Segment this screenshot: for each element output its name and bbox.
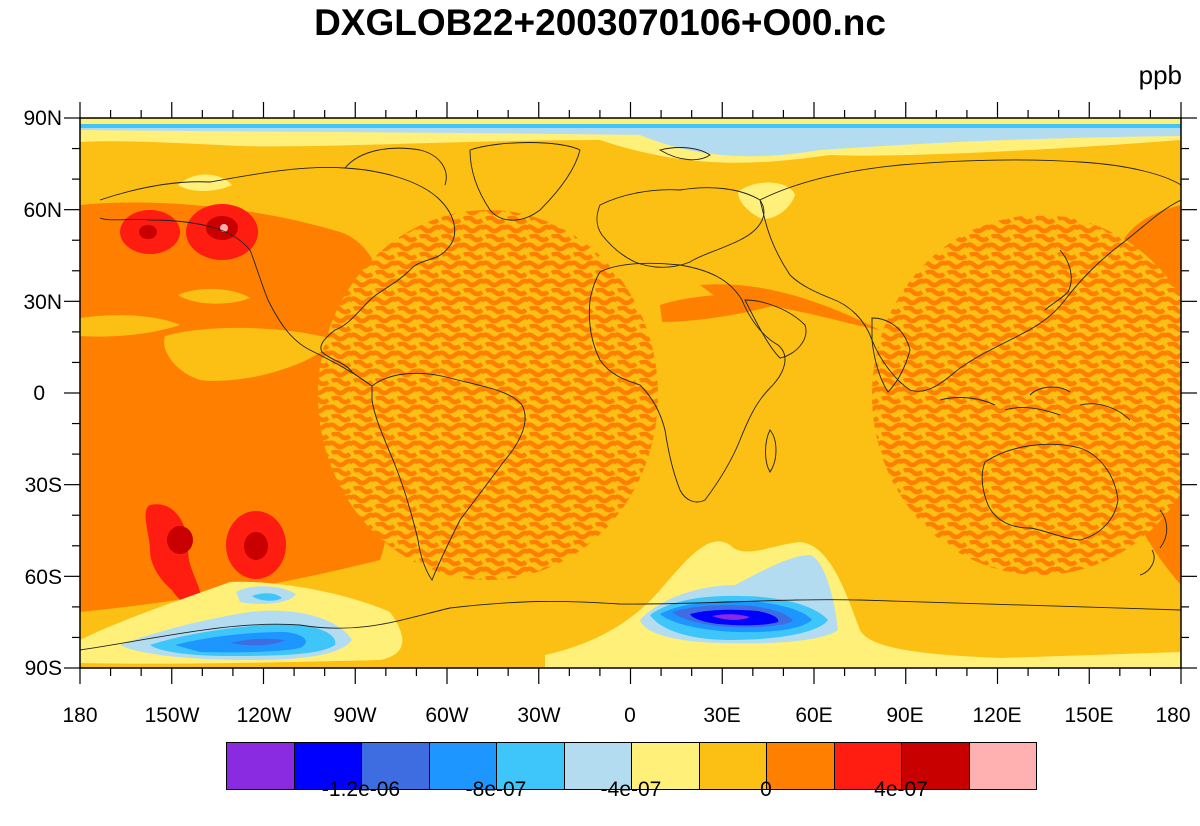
- lat-label-30n: 30N: [23, 291, 62, 314]
- lon-label-150w: 150W: [144, 704, 200, 727]
- colorbar: [226, 742, 1037, 792]
- lat-label-60s: 60S: [24, 566, 62, 589]
- colorbar-swatch: [901, 742, 970, 790]
- colorbar-swatch: [226, 742, 295, 790]
- lon-label-60w: 60W: [425, 704, 469, 727]
- lat-label-0: 0: [33, 382, 45, 405]
- lon-label-60e: 60E: [795, 704, 833, 727]
- lon-label-30e: 30E: [703, 704, 741, 727]
- lat-label-90n: 90N: [23, 107, 62, 130]
- colorbar-swatch: [698, 742, 767, 790]
- lon-label-120w: 120W: [236, 704, 292, 727]
- lat-label-60n: 60N: [23, 199, 62, 222]
- contour-field: [80, 118, 1181, 668]
- units-label: ppb: [1138, 60, 1182, 90]
- map-title: DXGLOB22+2003070106+O00.nc: [314, 2, 886, 43]
- lon-label-120e: 120E: [972, 704, 1022, 727]
- colorbar-label-2: -8e-07: [465, 778, 527, 801]
- colorbar-swatch: [968, 742, 1037, 790]
- lon-label-0: 0: [624, 704, 636, 727]
- lon-label-90w: 90W: [333, 704, 377, 727]
- colorbar-label-5: 4e-07: [874, 778, 928, 801]
- lon-label-180e: 180: [1155, 704, 1191, 727]
- lat-label-90s: 90S: [24, 657, 62, 680]
- lon-label-150e: 150E: [1064, 704, 1114, 727]
- lon-label-30w: 30W: [517, 704, 561, 727]
- axis-ticks: [64, 102, 1197, 684]
- colorbar-label-3: -4e-07: [600, 778, 662, 801]
- colorbar-swatch: [833, 742, 902, 790]
- lon-label-180w: 180: [62, 704, 98, 727]
- colorbar-swatch: [631, 742, 700, 790]
- colorbar-label-1: -1.2e-06: [321, 778, 401, 801]
- lat-label-30s: 30S: [24, 474, 62, 497]
- lon-label-90e: 90E: [886, 704, 924, 727]
- colorbar-label-4: 0: [760, 778, 772, 801]
- colorbar-swatch: [563, 742, 632, 790]
